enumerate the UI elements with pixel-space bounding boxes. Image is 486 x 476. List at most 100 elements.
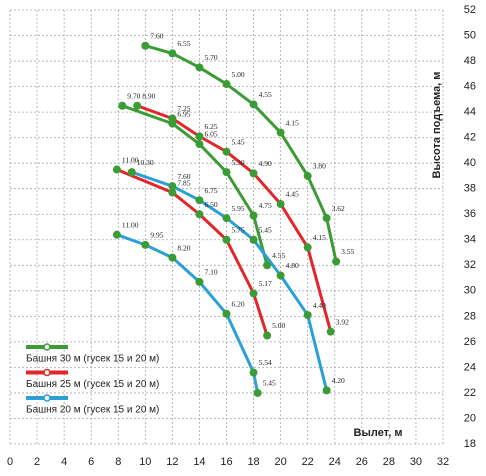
y-tick-label: 34 bbox=[464, 234, 476, 246]
y-tick-label: 22 bbox=[464, 387, 476, 399]
point bbox=[249, 169, 258, 178]
point-label: 5.70 bbox=[204, 53, 217, 62]
point-label: 5.54 bbox=[259, 358, 272, 367]
point bbox=[249, 289, 258, 298]
point bbox=[222, 235, 231, 244]
x-tick-label: 28 bbox=[383, 456, 395, 468]
y-tick-label: 20 bbox=[464, 412, 476, 424]
point-label: 5.95 bbox=[232, 204, 245, 213]
point bbox=[326, 327, 335, 336]
point-label: 4.75 bbox=[259, 201, 272, 210]
point bbox=[276, 128, 285, 137]
curve bbox=[116, 168, 269, 336]
point bbox=[303, 171, 312, 180]
point bbox=[222, 168, 231, 177]
point-label: 7.60 bbox=[150, 31, 163, 40]
x-tick-label: 16 bbox=[220, 456, 232, 468]
x-tick-label: 26 bbox=[356, 456, 368, 468]
legend-marker bbox=[43, 394, 51, 402]
x-tick-label: 20 bbox=[275, 456, 287, 468]
point bbox=[112, 230, 121, 239]
point bbox=[168, 49, 177, 58]
point bbox=[195, 63, 204, 72]
point-label: 4.80 bbox=[286, 261, 299, 270]
point-label: 8.20 bbox=[177, 243, 190, 252]
point-label: 11.00 bbox=[122, 155, 139, 164]
point bbox=[195, 196, 204, 205]
point bbox=[249, 211, 258, 220]
point bbox=[263, 261, 272, 270]
point-label: 7.85 bbox=[177, 178, 190, 187]
y-tick-label: 26 bbox=[464, 336, 476, 348]
x-tick-label: 10 bbox=[139, 456, 151, 468]
point-label: 7.60 bbox=[177, 172, 190, 181]
legend-label: Башня 25 м (гусек 15 и 20 м) bbox=[26, 379, 159, 390]
legend-marker bbox=[43, 343, 51, 351]
point-label: 3.92 bbox=[336, 317, 349, 326]
point-label: 5.45 bbox=[259, 225, 272, 234]
x-tick-label: 14 bbox=[193, 456, 205, 468]
point-label: 4.20 bbox=[332, 376, 345, 385]
point-label: 3.55 bbox=[341, 247, 354, 256]
x-tick-label: 0 bbox=[7, 456, 13, 468]
point-label: 5.75 bbox=[232, 225, 245, 234]
point-label: 5.30 bbox=[232, 158, 245, 167]
point bbox=[263, 331, 272, 340]
point-label: 3.80 bbox=[313, 162, 326, 171]
x-tick-label: 22 bbox=[302, 456, 314, 468]
point bbox=[195, 132, 204, 141]
point bbox=[249, 368, 258, 377]
point bbox=[168, 114, 177, 123]
curve bbox=[121, 104, 269, 266]
legend-label: Башня 20 м (гусек 15 и 20 м) bbox=[26, 405, 159, 416]
point-label: 6.55 bbox=[177, 39, 190, 48]
y-tick-label: 18 bbox=[464, 438, 476, 450]
point-label: 4.55 bbox=[259, 90, 272, 99]
x-tick-label: 32 bbox=[437, 456, 449, 468]
point-label: 7.10 bbox=[204, 268, 217, 277]
x-tick-label: 2 bbox=[34, 456, 40, 468]
y-tick-label: 48 bbox=[464, 55, 476, 67]
y-tick-label: 50 bbox=[464, 29, 476, 41]
point bbox=[322, 386, 331, 395]
y-tick-label: 44 bbox=[464, 106, 476, 118]
x-tick-label: 30 bbox=[410, 456, 422, 468]
point bbox=[332, 257, 341, 266]
point-label: 3.62 bbox=[332, 204, 345, 213]
point-label: 4.15 bbox=[313, 233, 326, 242]
point bbox=[118, 101, 127, 110]
point-label: 4.45 bbox=[286, 190, 299, 199]
legend-label: Башня 30 м (гусек 15 и 20 м) bbox=[26, 354, 159, 365]
y-tick-label: 52 bbox=[464, 4, 476, 16]
point-label: 6.20 bbox=[232, 300, 245, 309]
y-tick-label: 42 bbox=[464, 132, 476, 144]
curve bbox=[136, 104, 333, 333]
point-label: 7.25 bbox=[177, 104, 190, 113]
x-tick-label: 24 bbox=[329, 456, 341, 468]
point-label: 4.15 bbox=[286, 118, 299, 127]
point-label: 9.70 bbox=[127, 91, 140, 100]
point bbox=[112, 165, 121, 174]
point-label: 5.00 bbox=[272, 321, 285, 330]
point bbox=[133, 101, 142, 110]
point bbox=[249, 100, 258, 109]
point bbox=[127, 168, 136, 177]
point bbox=[222, 147, 231, 156]
point bbox=[253, 388, 262, 397]
x-tick-label: 6 bbox=[88, 456, 94, 468]
point-label: 6.05 bbox=[204, 130, 217, 139]
x-tick-label: 18 bbox=[247, 456, 259, 468]
y-tick-label: 32 bbox=[464, 259, 476, 271]
point bbox=[276, 271, 285, 280]
point-label: 5.00 bbox=[232, 70, 245, 79]
point bbox=[249, 235, 258, 244]
point bbox=[141, 41, 150, 50]
point-label: 10.30 bbox=[137, 158, 154, 167]
point bbox=[168, 182, 177, 191]
point bbox=[168, 188, 177, 197]
point-label: 8.90 bbox=[142, 91, 155, 100]
curve bbox=[131, 170, 329, 391]
point-label: 4.90 bbox=[259, 159, 272, 168]
x-tick-label: 12 bbox=[166, 456, 178, 468]
